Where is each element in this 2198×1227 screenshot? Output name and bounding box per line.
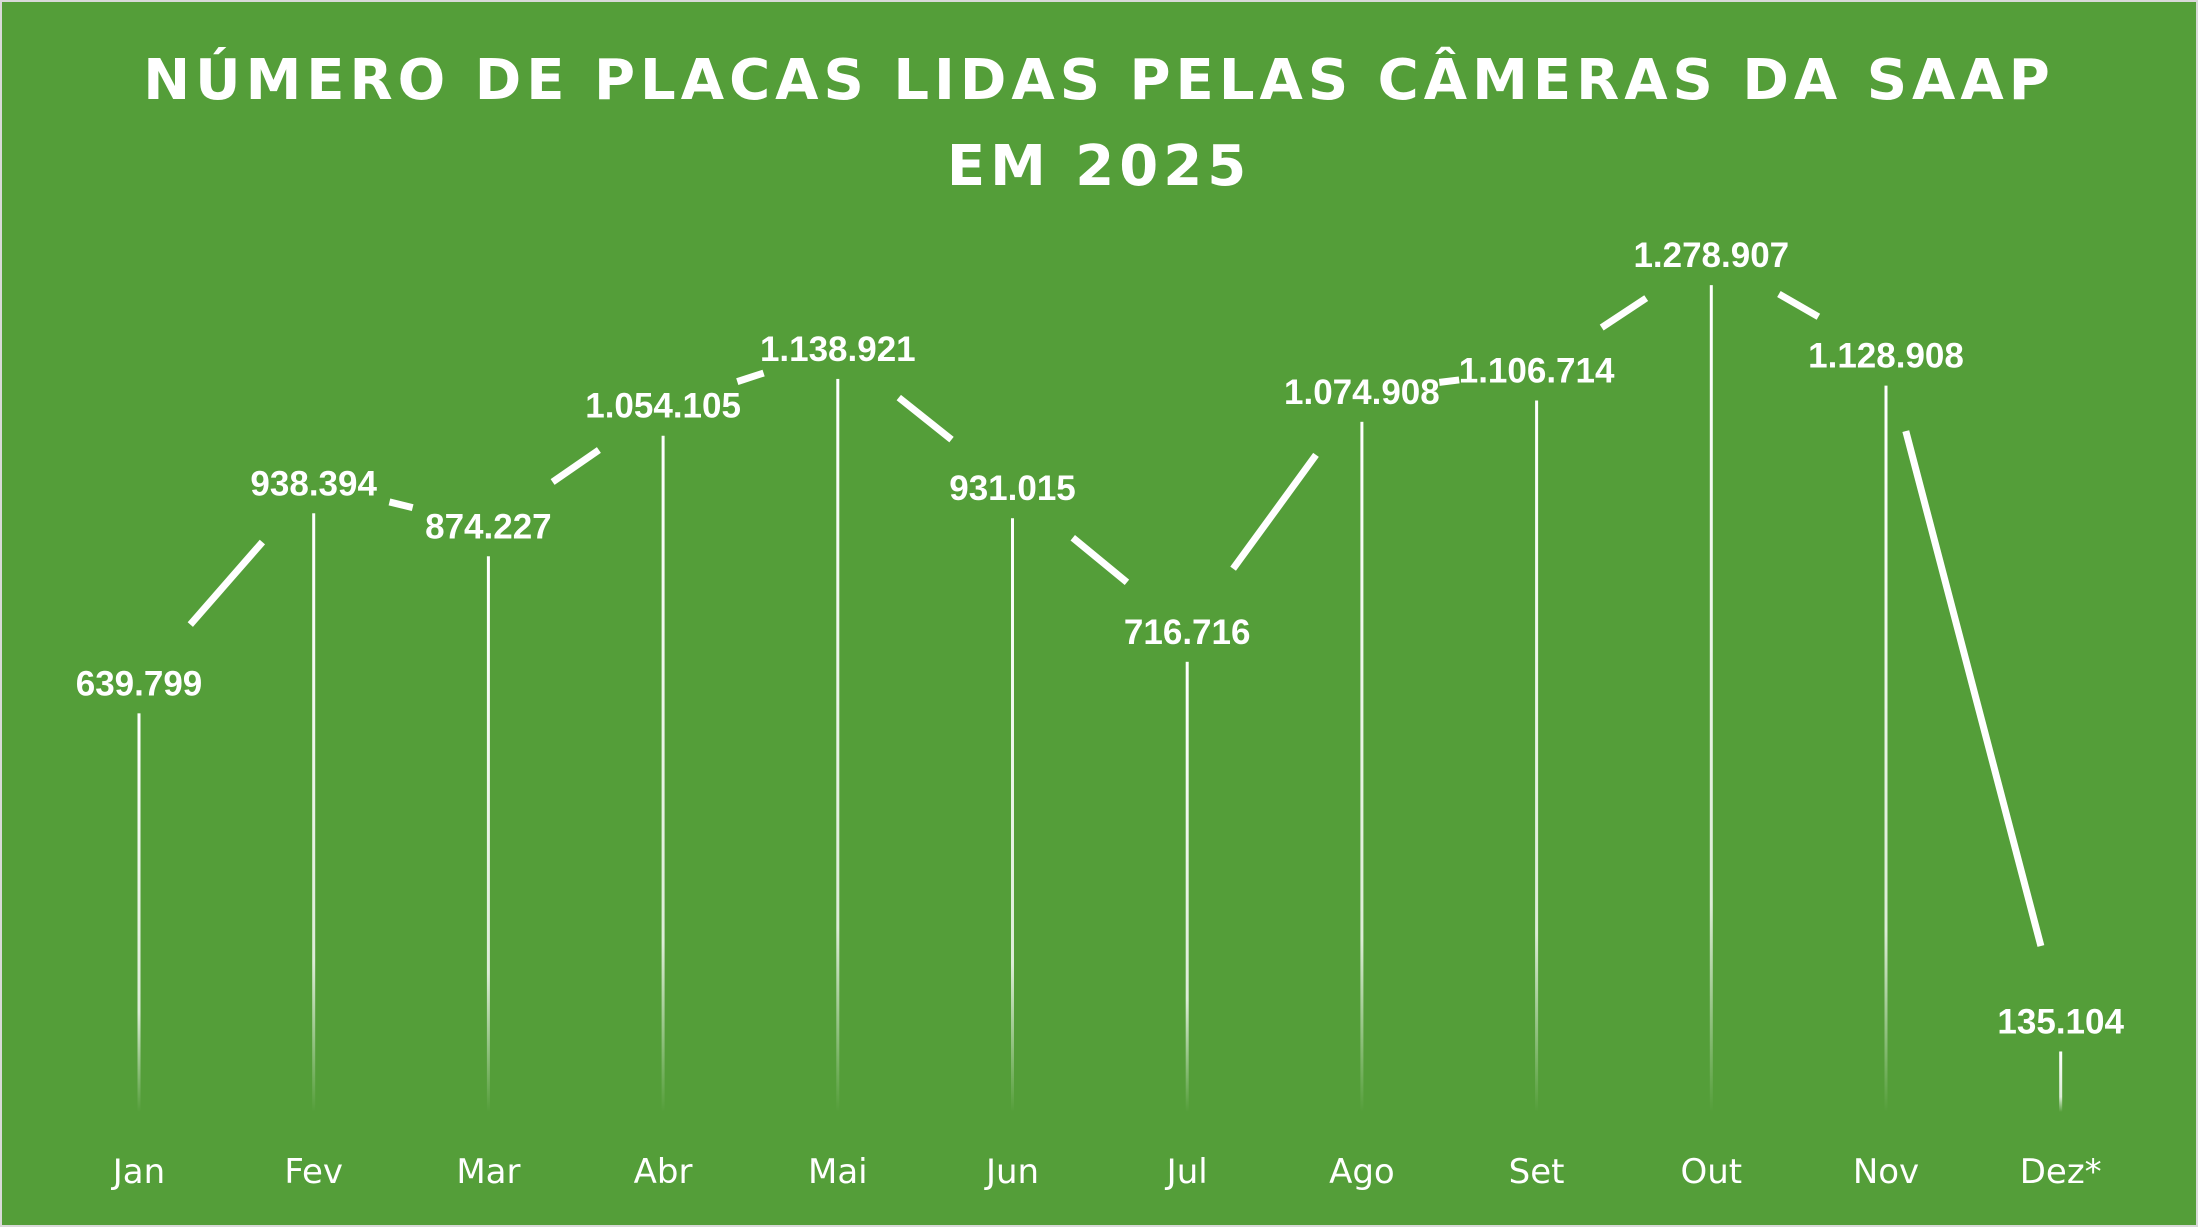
x-tick-label-Mai: Mai <box>808 1152 868 1192</box>
data-label-Mar: 874.227 <box>425 507 552 546</box>
drop-line-Mai <box>836 378 840 1112</box>
line-segment-2 <box>388 498 414 512</box>
data-labels: 639.799 938.394 874.227 1.054.105 1.138.921 9… <box>76 236 2125 1041</box>
x-tick-label-Jun: Jun <box>984 1152 1039 1192</box>
data-label-Set: 1.106.714 <box>1459 352 1615 391</box>
drop-lines <box>137 285 2063 1113</box>
drop-line-Jan <box>137 713 141 1112</box>
data-label-Dez: 135.104 <box>1997 1002 2124 1041</box>
line-segment-3 <box>550 447 601 485</box>
x-tick-label-Ago: Ago <box>1329 1152 1395 1192</box>
line-segment-6 <box>1070 535 1130 585</box>
drop-line-Ago <box>1360 421 1364 1112</box>
drop-line-Jul <box>1185 661 1189 1112</box>
drop-line-Fev <box>312 513 316 1112</box>
data-label-Fev: 938.394 <box>250 464 377 503</box>
drop-line-Set <box>1535 400 1539 1113</box>
drop-line-Abr <box>661 435 665 1113</box>
x-tick-label-Jan: Jan <box>111 1152 165 1192</box>
data-label-Abr: 1.054.105 <box>585 387 741 426</box>
line-segment-9 <box>1599 295 1649 331</box>
data-label-Jan: 639.799 <box>76 664 203 703</box>
data-label-Jul: 716.716 <box>1124 613 1251 652</box>
chart-title-line1: NÚMERO DE PLACAS LIDAS PELAS CÂMERAS DA … <box>143 48 2055 113</box>
line-segment-4 <box>736 369 765 385</box>
x-tick-label-Mar: Mar <box>456 1152 520 1192</box>
line-segment-5 <box>896 394 954 443</box>
x-tick-label-Out: Out <box>1680 1152 1742 1192</box>
drop-line-Dez <box>2059 1051 2063 1112</box>
line-segment-1 <box>187 539 266 627</box>
drop-line-Mar <box>486 556 490 1112</box>
line-segment-11 <box>1902 430 2045 947</box>
x-tick-label-Nov: Nov <box>1853 1152 1919 1192</box>
drop-line-Out <box>1709 285 1713 1112</box>
drop-line-Jun <box>1011 518 1014 1112</box>
series-line <box>187 290 2045 947</box>
data-label-Out: 1.278.907 <box>1633 236 1789 275</box>
x-tick-label-Fev: Fev <box>284 1152 343 1192</box>
line-segment-8 <box>1438 376 1460 386</box>
chart-title: NÚMERO DE PLACAS LIDAS PELAS CÂMERAS DA … <box>0 38 2198 210</box>
x-axis: Jan Fev Mar Abr Mai Jun Jul Ago Set Out Nov Dez* <box>111 1152 2102 1192</box>
x-tick-label-Jul: Jul <box>1165 1152 1208 1192</box>
data-label-Mai: 1.138.921 <box>760 330 916 369</box>
data-label-Ago: 1.074.908 <box>1284 373 1440 412</box>
line-segment-7 <box>1230 452 1319 571</box>
chart-title-line2: EM 2025 <box>946 134 1252 199</box>
x-tick-label-Dez: Dez* <box>2020 1152 2102 1192</box>
x-tick-label-Set: Set <box>1509 1152 1565 1192</box>
data-label-Nov: 1.128.908 <box>1808 337 1964 376</box>
line-segment-10 <box>1777 290 1821 320</box>
drop-line-Nov <box>1884 385 1888 1112</box>
data-label-Jun: 931.015 <box>949 469 1076 508</box>
x-tick-label-Abr: Abr <box>634 1152 693 1192</box>
